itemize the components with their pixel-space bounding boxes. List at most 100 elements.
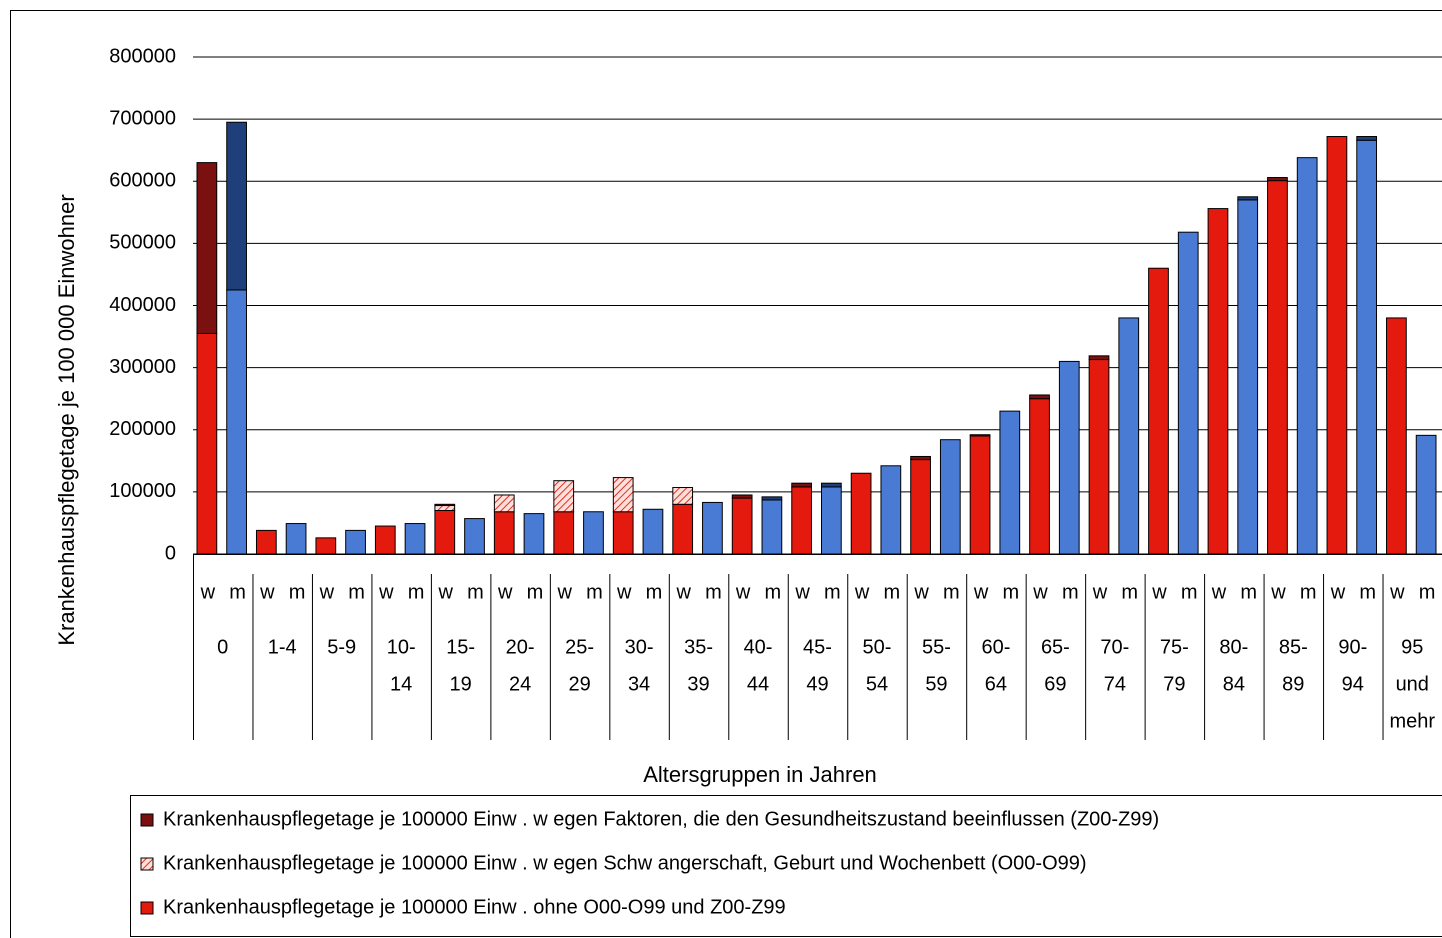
group-label: 94	[1342, 673, 1364, 695]
group-label: mehr	[1389, 710, 1435, 732]
legend-swatch	[140, 901, 154, 915]
bar-segment	[1356, 139, 1378, 555]
bar-segment	[1088, 359, 1110, 555]
x-tick-label: m	[646, 581, 663, 603]
bar-segment	[612, 477, 634, 513]
y-tick-label: 100000	[109, 480, 176, 502]
x-tick-label: w	[616, 581, 632, 603]
legend-label: Krankenhauspflegetage je 100000 Einw . o…	[163, 896, 786, 918]
x-tick-label: w	[1211, 581, 1227, 603]
bar-segment	[1177, 231, 1199, 555]
group-label: und	[1396, 673, 1429, 695]
x-tick-label: w	[1270, 581, 1286, 603]
y-tick-label: 400000	[109, 294, 176, 316]
group-label: 24	[509, 673, 531, 695]
x-tick-label: w	[1032, 581, 1048, 603]
group-label: 95	[1401, 636, 1423, 658]
x-tick-label: w	[556, 581, 572, 603]
group-label: 40-	[744, 636, 773, 658]
bar-segment	[285, 523, 307, 555]
group-label: 30-	[625, 636, 654, 658]
bar-segment	[1207, 208, 1229, 555]
bar-segment	[1326, 136, 1348, 555]
group-label: 19	[450, 673, 472, 695]
x-tick-label: m	[1002, 581, 1019, 603]
bar-segment	[434, 503, 456, 507]
bar-segment	[702, 501, 723, 555]
x-tick-label: m	[943, 581, 960, 603]
x-tick-label: w	[1330, 581, 1346, 603]
legend-label: Krankenhauspflegetage je 100000 Einw . w…	[163, 808, 1159, 830]
bar-segment	[434, 510, 456, 555]
bar-segment	[821, 486, 842, 555]
bar-segment	[821, 482, 842, 488]
bar-segment	[345, 529, 366, 555]
bar-segment	[434, 505, 456, 512]
bar-segment	[1415, 434, 1437, 555]
bar-segment	[315, 537, 337, 555]
bar-segment	[761, 496, 783, 501]
bar-segment	[1058, 360, 1080, 555]
group-label: 79	[1163, 673, 1185, 695]
x-tick-label: m	[1181, 581, 1198, 603]
x-tick-label: w	[1092, 581, 1108, 603]
x-tick-label: m	[348, 581, 365, 603]
x-tick-label: w	[735, 581, 751, 603]
group-label: 0	[217, 636, 228, 658]
bar-segment	[939, 439, 961, 555]
y-tick-label: 800000	[109, 45, 176, 67]
x-tick-label: w	[794, 581, 810, 603]
group-label: 50-	[863, 636, 892, 658]
bar-segment	[1356, 136, 1378, 141]
x-tick-label: m	[1300, 581, 1317, 603]
x-tick-label: m	[1359, 581, 1376, 603]
x-tick-label: w	[1151, 581, 1167, 603]
group-label: 74	[1104, 673, 1126, 695]
bar-segment	[910, 455, 931, 461]
bar-segment	[969, 434, 991, 437]
group-label: 75-	[1160, 636, 1189, 658]
group-label: 54	[866, 673, 888, 695]
x-tick-label: w	[913, 581, 929, 603]
group-label: 10-	[387, 636, 416, 658]
x-tick-label: m	[824, 581, 841, 603]
bar-segment	[523, 513, 545, 555]
bar-segment	[196, 162, 218, 334]
bar-segment	[791, 482, 812, 488]
y-tick-label: 0	[165, 542, 176, 564]
bar-segment	[791, 486, 812, 555]
x-tick-label: m	[527, 581, 544, 603]
bar-segment	[553, 511, 575, 555]
x-tick-label: w	[973, 581, 989, 603]
x-tick-label: m	[1121, 581, 1138, 603]
bar-segment	[731, 497, 753, 555]
legend-box	[130, 795, 1442, 937]
group-label: 35-	[684, 636, 713, 658]
group-label: 34	[628, 673, 650, 695]
group-label: 65-	[1041, 636, 1070, 658]
bar-segment	[850, 472, 872, 555]
bar-segment	[672, 503, 694, 555]
x-tick-label: w	[200, 581, 216, 603]
bar-segment	[1296, 157, 1318, 555]
x-tick-label: m	[229, 581, 246, 603]
bar-segment	[731, 494, 753, 499]
group-label: 14	[390, 673, 412, 695]
bar-segment	[1237, 196, 1259, 201]
bar-segment	[1267, 177, 1288, 182]
x-tick-label: m	[1240, 581, 1257, 603]
y-tick-label: 200000	[109, 418, 176, 440]
bar-segment	[493, 511, 515, 555]
bar-segment	[553, 480, 575, 513]
x-tick-label: m	[408, 581, 425, 603]
group-label: 80-	[1219, 636, 1248, 658]
group-label: 55-	[922, 636, 951, 658]
x-tick-label: m	[289, 581, 306, 603]
x-tick-label: m	[586, 581, 603, 603]
group-label: 15-	[446, 636, 475, 658]
x-tick-label: w	[319, 581, 335, 603]
x-tick-label: m	[1062, 581, 1079, 603]
group-label: 60-	[981, 636, 1010, 658]
bar-segment	[642, 508, 664, 555]
x-tick-label: w	[675, 581, 691, 603]
